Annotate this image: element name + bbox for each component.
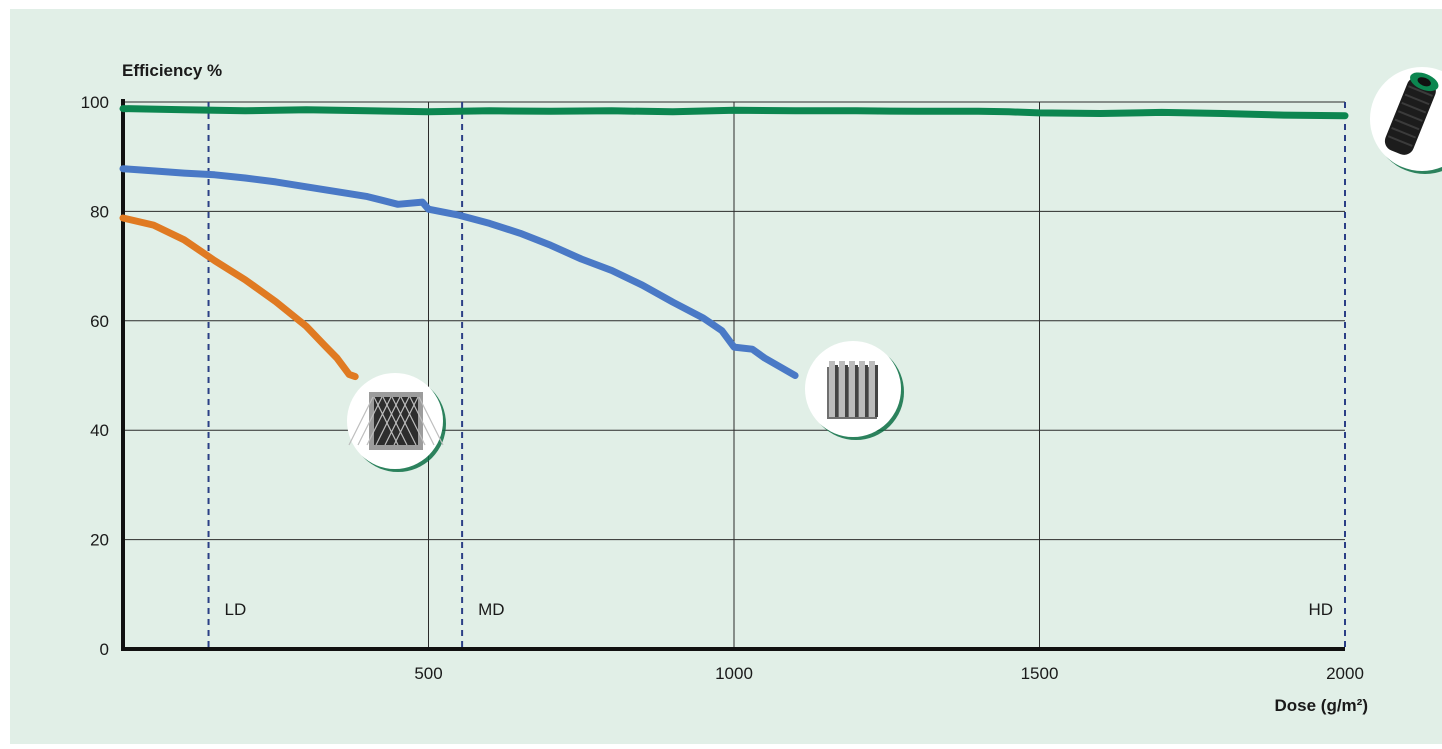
tick-labels: 0 20 40 60 80 100 500 1000 1500 2000 LD MD HD	[81, 93, 1364, 683]
y-tick-label-80: 80	[90, 202, 109, 221]
y-tick-label-60: 60	[90, 312, 109, 331]
efficiency-chart: 0 20 40 60 80 100 500 1000 1500 2000 LD MD HD Effici…	[81, 61, 1442, 715]
y-tick-label-100: 100	[81, 93, 109, 112]
chart-panel: 0 20 40 60 80 100 500 1000 1500 2000 LD MD HD Effici…	[10, 9, 1442, 744]
series-line-2	[119, 165, 799, 379]
reference-label-ld: LD	[225, 600, 247, 619]
pleated-panel-filter-icon	[347, 373, 446, 472]
v-bank-filter-icon	[805, 341, 904, 440]
y-axis-title: Efficiency %	[122, 61, 222, 80]
x-axis-title: Dose (g/m²)	[1275, 696, 1369, 715]
series-line-3	[119, 214, 359, 381]
x-tick-label-1500: 1500	[1021, 664, 1059, 683]
series-lines	[119, 105, 1349, 381]
x-tick-label-1000: 1000	[715, 664, 753, 683]
series-line-1	[119, 105, 1349, 120]
filter-icons	[347, 67, 1442, 472]
x-tick-label-2000: 2000	[1326, 664, 1364, 683]
reference-label-hd: HD	[1308, 600, 1333, 619]
cylindrical-filter-icon	[1370, 67, 1442, 174]
y-tick-label-40: 40	[90, 421, 109, 440]
y-tick-label-20: 20	[90, 531, 109, 550]
axes	[121, 99, 1345, 651]
reference-label-md: MD	[478, 600, 504, 619]
x-tick-label-500: 500	[414, 664, 442, 683]
reference-lines	[207, 102, 1346, 649]
y-tick-label-0: 0	[100, 640, 109, 659]
grid	[123, 101, 1345, 649]
